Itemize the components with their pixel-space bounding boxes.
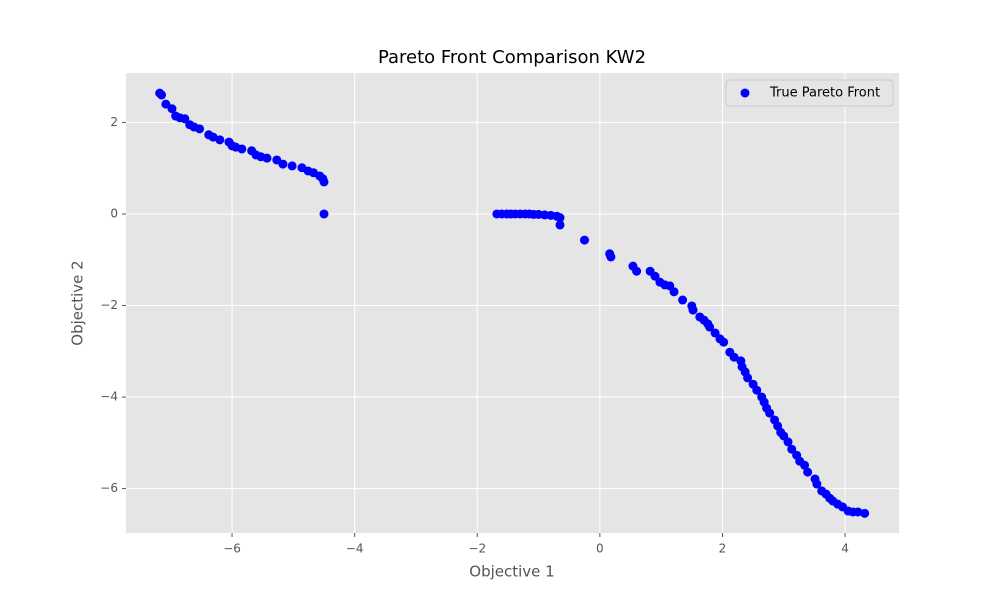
point <box>180 114 190 124</box>
point <box>580 235 590 245</box>
point <box>787 444 797 454</box>
marks <box>155 88 870 518</box>
point <box>705 322 715 332</box>
point <box>678 295 688 305</box>
x-axis-label: Objective 1 <box>469 563 554 581</box>
point <box>555 213 565 223</box>
point <box>800 460 810 470</box>
y-tick-label: −6 <box>100 481 118 495</box>
legend-label: True Pareto Front <box>769 86 880 101</box>
point <box>555 220 565 230</box>
x-tick-label: 4 <box>841 542 849 556</box>
point <box>729 352 739 362</box>
point <box>688 305 698 315</box>
point <box>783 437 793 447</box>
y-axis-label: Objective 2 <box>69 260 87 345</box>
point <box>208 132 218 142</box>
chart-title: Pareto Front Comparison KW2 <box>378 47 646 68</box>
grid <box>126 73 899 533</box>
point <box>803 467 813 477</box>
point <box>860 508 870 518</box>
point <box>752 385 762 395</box>
point <box>237 144 247 154</box>
x-tick-label: −4 <box>346 542 364 556</box>
point <box>669 287 679 297</box>
point <box>743 373 753 383</box>
point <box>632 266 642 276</box>
legend: True Pareto Front <box>725 79 894 107</box>
legend-marker <box>740 88 750 98</box>
point <box>287 161 297 171</box>
x-tick-label: −2 <box>468 542 486 556</box>
point <box>215 135 225 145</box>
point <box>278 159 288 169</box>
x-tick-label: −6 <box>223 542 241 556</box>
point <box>262 153 272 163</box>
point <box>650 271 660 281</box>
point <box>853 507 863 517</box>
point <box>319 177 329 187</box>
legend-box <box>725 79 894 107</box>
y-tick-label: 0 <box>110 206 118 220</box>
plot-area <box>126 73 899 533</box>
ticks: −6 −4 −2 0 2 4 −6 −4 −2 0 2 <box>100 115 849 556</box>
point <box>195 124 205 134</box>
x-tick-label: 2 <box>719 542 727 556</box>
y-tick-label: −2 <box>100 298 118 312</box>
point <box>157 90 167 100</box>
y-tick-label: 2 <box>110 115 118 129</box>
point <box>812 479 822 489</box>
y-tick-label: −4 <box>100 390 118 404</box>
point <box>765 408 775 418</box>
point <box>719 337 729 347</box>
point <box>606 252 616 262</box>
point <box>167 104 177 114</box>
point <box>319 209 329 219</box>
point <box>161 99 171 109</box>
point <box>710 328 720 338</box>
x-tick-label: 0 <box>596 542 604 556</box>
